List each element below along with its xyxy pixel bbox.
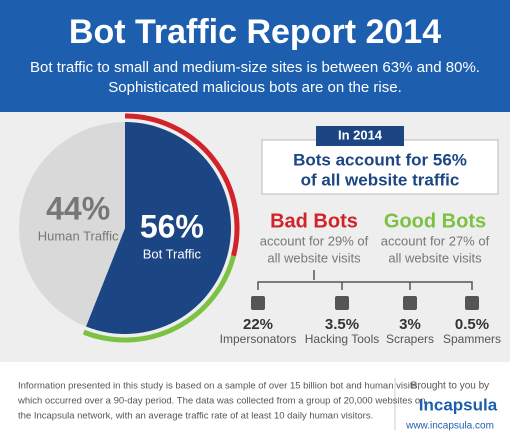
good-bots-title: Good Bots [384,210,486,232]
breakdown-value: 3.5% [325,316,359,333]
breakdown-label: Hacking Tools [305,332,379,346]
slice-value: 56% [140,208,204,244]
slice-label: Bot Traffic [143,246,202,261]
ring-arc [124,113,240,257]
callout-text: Bots account for 56% [293,150,467,169]
callout-tag: In 2014 [338,127,383,142]
breakdown-label: Impersonators [220,332,297,346]
footer-text: which occurred over a 90-day period. The… [17,396,426,407]
subtitle: Sophisticated malicious bots are on the … [108,79,402,96]
url: www.incapsula.com [405,421,494,432]
good-bots-text: account for 27% of [381,233,490,248]
callout-text: of all website traffic [301,170,460,189]
bad-bots-text: all website visits [267,250,361,265]
slice-value: 44% [46,191,110,227]
pie-slice [18,122,126,327]
footer-text: the Incapsula network, with an average t… [18,411,373,422]
bad-bots-text: account for 29% of [260,233,369,248]
icon [465,296,479,310]
breakdown-value: 3% [399,316,421,333]
brought-by: Brought to you by [411,381,489,392]
brand: Incapsula [419,395,498,414]
footer-band [0,362,510,440]
breakdown-value: 0.5% [455,316,489,333]
breakdown-label: Spammers [443,332,501,346]
icon [403,296,417,310]
good-bots-text: all website visits [388,250,482,265]
icon [335,296,349,310]
subtitle: Bot traffic to small and medium-size sit… [30,59,480,76]
callout-tag-bg [316,126,404,146]
pie-slice [85,122,232,334]
footer-text: Information presented in this study is b… [18,381,420,392]
title: Bot Traffic Report 2014 [69,13,441,51]
icon [251,296,265,310]
breakdown-label: Scrapers [386,332,434,346]
bad-bots-title: Bad Bots [270,210,358,232]
slice-label: Human Traffic [38,228,119,243]
ring-arc [82,255,236,343]
header-band [0,0,510,112]
callout-box [261,139,499,195]
breakdown-value: 22% [243,316,273,333]
bracket [257,270,473,290]
